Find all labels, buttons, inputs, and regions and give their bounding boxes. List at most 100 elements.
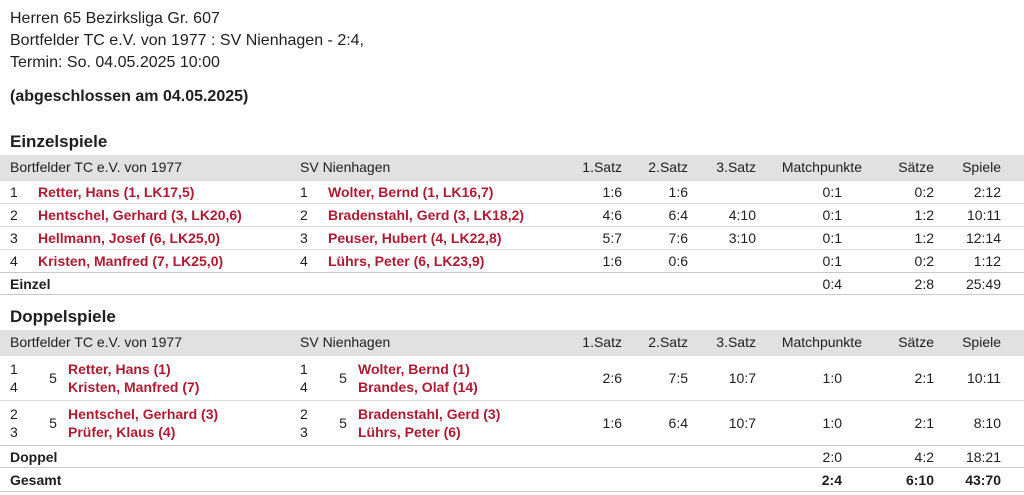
doubles-table-header: Bortfelder TC e.V. von 1977 SV Nienhagen… <box>0 330 1024 355</box>
set2-score: 0:6 <box>668 253 688 269</box>
guest-player-link[interactable]: Bradenstahl, Gerd (3) <box>358 406 501 422</box>
home-position-2: 4 <box>10 379 18 395</box>
col-satz2: 2.Satz <box>648 334 688 350</box>
singles-row-3: 3 Hellmann, Josef (6, LK25,0) 3 Peuser, … <box>0 226 1024 249</box>
doubles-summary-label: Doppel <box>10 448 58 465</box>
guest-pair: Bradenstahl, Gerd (3) Lührs, Peter (6) <box>358 405 550 441</box>
home-position: 2 <box>10 207 18 223</box>
doubles-section-title: Doppelspiele <box>10 307 116 326</box>
doubles-summary-row: Doppel 2:0 4:2 18:21 <box>0 445 1024 468</box>
guest-position-1: 2 <box>300 406 308 422</box>
guest-team-header: SV Nienhagen <box>300 334 391 350</box>
sets-value: 0:2 <box>914 253 934 269</box>
singles-row-4: 4 Kristen, Manfred (7, LK25,0) 4 Lührs, … <box>0 249 1024 272</box>
doubles-row-2: 2 3 5 Hentschel, Gerhard (3) Prüfer, Kla… <box>0 400 1024 445</box>
home-player-link[interactable]: Kristen, Manfred (7, LK25,0) <box>38 253 224 269</box>
set2-score: 7:6 <box>668 230 688 246</box>
set2-score: 6:4 <box>668 207 688 223</box>
set2-score: 7:5 <box>668 370 688 386</box>
set3-score: 3:10 <box>728 230 756 246</box>
home-position: 3 <box>10 230 18 246</box>
col-satz3: 3.Satz <box>716 334 756 350</box>
guest-positions: 2 3 <box>300 405 328 441</box>
home-player-link[interactable]: Retter, Hans (1) <box>68 361 171 377</box>
doubles-row-1: 1 4 5 Retter, Hans (1) Kristen, Manfred … <box>0 355 1024 400</box>
home-player-link[interactable]: Hentschel, Gerhard (3) <box>68 406 219 422</box>
singles-summary-row: Einzel 0:4 2:8 25:49 <box>0 272 1024 295</box>
games-total: 25:49 <box>965 275 1001 292</box>
games-value: 12:14 <box>965 230 1001 246</box>
guest-position-2: 3 <box>300 424 308 440</box>
grand-total-label: Gesamt <box>10 472 62 488</box>
col-spiele: Spiele <box>962 159 1001 175</box>
guest-player-link[interactable]: Lührs, Peter (6, LK23,9) <box>328 253 485 269</box>
home-team-header: Bortfelder TC e.V. von 1977 <box>10 334 182 350</box>
home-player-link[interactable]: Retter, Hans (1, LK17,5) <box>38 184 195 200</box>
col-satz3: 3.Satz <box>716 159 756 175</box>
singles-table-header: Bortfelder TC e.V. von 1977 SV Nienhagen… <box>0 155 1024 180</box>
guest-player-link[interactable]: Wolter, Bernd (1) <box>358 361 470 377</box>
games-value: 2:12 <box>973 184 1001 200</box>
col-saetze: Sätze <box>898 334 934 350</box>
matchpoints-grand-total: 2:4 <box>821 472 842 488</box>
sets-value: 1:2 <box>914 230 934 246</box>
sets-value: 1:2 <box>914 207 934 223</box>
guest-position: 1 <box>300 184 308 200</box>
set2-score: 1:6 <box>668 184 688 200</box>
home-pair: Hentschel, Gerhard (3) Prüfer, Klaus (4) <box>68 405 300 441</box>
guest-player-link[interactable]: Peuser, Hubert (4, LK22,8) <box>328 230 502 246</box>
guest-position-2: 4 <box>300 379 308 395</box>
match-result-line: Bortfelder TC e.V. von 1977 : SV Nienhag… <box>10 32 364 49</box>
home-pair-sum: 5 <box>49 370 57 386</box>
set3-score: 4:10 <box>728 207 756 223</box>
home-player-link[interactable]: Hentschel, Gerhard (3, LK20,6) <box>38 207 242 223</box>
set1-score: 1:6 <box>602 415 622 431</box>
guest-player-link[interactable]: Lührs, Peter (6) <box>358 424 461 440</box>
singles-row-1: 1 Retter, Hans (1, LK17,5) 1 Wolter, Ber… <box>0 180 1024 203</box>
home-positions: 1 4 <box>10 360 38 396</box>
col-matchpunkte: Matchpunkte <box>781 159 862 175</box>
guest-team-header: SV Nienhagen <box>300 159 391 175</box>
games-value: 8:10 <box>973 415 1001 431</box>
home-player-link[interactable]: Hellmann, Josef (6, LK25,0) <box>38 230 221 246</box>
doubles-section: Doppelspiele Bortfelder TC e.V. von 1977… <box>0 306 1024 492</box>
home-position: 4 <box>10 253 18 269</box>
sets-value: 2:1 <box>914 370 934 386</box>
guest-player-link[interactable]: Brandes, Olaf (14) <box>358 379 478 395</box>
guest-position-1: 1 <box>300 361 308 377</box>
grand-total-row: Gesamt 2:4 6:10 43:70 <box>0 469 1024 492</box>
singles-section-title: Einzelspiele <box>10 132 108 151</box>
matchpoints-value: 1:0 <box>822 415 842 431</box>
match-date-line: Termin: So. 04.05.2025 10:00 <box>10 54 220 71</box>
set1-score: 2:6 <box>602 370 622 386</box>
games-total: 18:21 <box>965 448 1001 465</box>
col-satz1: 1.Satz <box>582 159 622 175</box>
set2-score: 6:4 <box>668 415 688 431</box>
sets-value: 2:1 <box>914 415 934 431</box>
col-satz2: 2.Satz <box>648 159 688 175</box>
status-line: (abgeschlossen am 04.05.2025) <box>10 88 249 105</box>
match-header: Herren 65 Bezirksliga Gr. 607 Bortfelder… <box>0 8 1024 74</box>
guest-player-link[interactable]: Wolter, Bernd (1, LK16,7) <box>328 184 494 200</box>
col-satz1: 1.Satz <box>582 334 622 350</box>
sets-value: 0:2 <box>914 184 934 200</box>
home-position-1: 2 <box>10 406 18 422</box>
col-matchpunkte: Matchpunkte <box>781 334 862 350</box>
matchpoints-value: 0:1 <box>822 230 842 246</box>
singles-summary-label: Einzel <box>10 275 51 292</box>
home-position: 1 <box>10 184 18 200</box>
set1-score: 4:6 <box>602 207 622 223</box>
guest-player-link[interactable]: Bradenstahl, Gerd (3, LK18,2) <box>328 207 525 223</box>
guest-positions: 1 4 <box>300 360 328 396</box>
sets-total: 4:2 <box>914 448 934 465</box>
home-positions: 2 3 <box>10 405 38 441</box>
set3-score: 10:7 <box>728 370 756 386</box>
league-title: Herren 65 Bezirksliga Gr. 607 <box>10 10 220 27</box>
home-player-link[interactable]: Prüfer, Klaus (4) <box>68 424 176 440</box>
guest-pair-sum: 5 <box>339 370 347 386</box>
home-player-link[interactable]: Kristen, Manfred (7) <box>68 379 200 395</box>
guest-position: 2 <box>300 207 308 223</box>
home-team-header: Bortfelder TC e.V. von 1977 <box>10 159 182 175</box>
col-spiele: Spiele <box>962 334 1001 350</box>
